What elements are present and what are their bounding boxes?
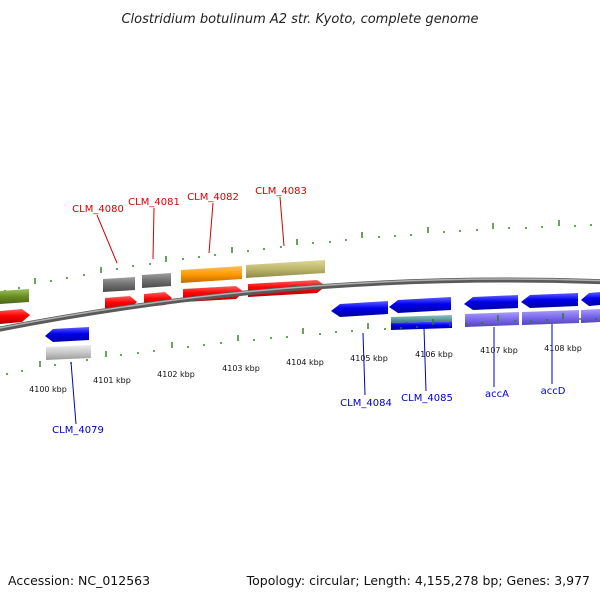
gene-clm-4085-box-top[interactable] xyxy=(391,315,452,323)
tick-label-4101: 4101 kbp xyxy=(93,376,131,385)
gene-clm-4082-box[interactable] xyxy=(181,266,242,283)
accession-text: Accession: NC_012563 xyxy=(8,573,150,588)
top-gene-labels: CLM_4080 CLM_4081 CLM_4082 CLM_4083 xyxy=(72,186,307,215)
gene-red-partial[interactable] xyxy=(0,309,30,324)
bottom-gene-labels: CLM_4079 CLM_4084 CLM_4085 accA accD xyxy=(52,386,566,436)
gene-clm-4081-box[interactable] xyxy=(142,273,171,288)
tick-label-4107: 4107 kbp xyxy=(480,346,518,355)
tick-label-4103: 4103 kbp xyxy=(222,364,260,373)
inner-tick-ring xyxy=(6,313,597,375)
gene-label-acca[interactable]: accA xyxy=(485,389,509,400)
gene-label-clm-4084[interactable]: CLM_4084 xyxy=(340,398,392,409)
tick-label-4105: 4105 kbp xyxy=(350,354,388,363)
gene-clm-4079-arrow[interactable] xyxy=(45,327,89,342)
gene-label-clm-4079[interactable]: CLM_4079 xyxy=(52,425,104,436)
gene-accd-box[interactable] xyxy=(522,310,579,325)
tick-label-4100: 4100 kbp xyxy=(29,385,67,394)
tick-labels: 4100 kbp 4101 kbp 4102 kbp 4103 kbp 4104… xyxy=(29,344,582,394)
gene-clm-4080-box[interactable] xyxy=(103,277,135,292)
gene-label-clm-4083[interactable]: CLM_4083 xyxy=(255,186,307,197)
gene-acca-arrow[interactable] xyxy=(464,295,518,310)
gene-label-accd[interactable]: accD xyxy=(541,386,566,397)
gene-label-clm-4085[interactable]: CLM_4085 xyxy=(401,393,453,404)
gene-label-clm-4081[interactable]: CLM_4081 xyxy=(128,197,180,208)
tick-label-4104: 4104 kbp xyxy=(286,358,324,367)
reverse-strand-features xyxy=(45,292,600,360)
gene-label-clm-4082[interactable]: CLM_4082 xyxy=(187,192,239,203)
gene-clm-4085-arrow[interactable] xyxy=(389,297,451,313)
tick-label-4102: 4102 kbp xyxy=(157,370,195,379)
gene-right-partial-arrow[interactable] xyxy=(581,292,600,306)
tick-label-4106: 4106 kbp xyxy=(415,350,453,359)
genome-backbone-highlight xyxy=(0,278,600,329)
top-label-leaders xyxy=(96,196,285,264)
tick-label-4108: 4108 kbp xyxy=(544,344,582,353)
gene-clm-4083-box[interactable] xyxy=(246,260,325,278)
map-title: Clostridium botulinum A2 str. Kyoto, com… xyxy=(121,12,478,27)
gene-clm-4085-box-bottom[interactable] xyxy=(391,321,452,330)
bottom-label-leaders xyxy=(70,324,553,425)
gene-clm-4079-box[interactable] xyxy=(46,345,91,360)
gene-clm-4084-arrow[interactable] xyxy=(331,301,388,317)
outer-tick-ring xyxy=(4,220,592,292)
gene-label-clm-4080[interactable]: CLM_4080 xyxy=(72,204,124,215)
genome-summary-text: Topology: circular; Length: 4,155,278 bp… xyxy=(246,573,590,588)
gene-right-partial-box[interactable] xyxy=(581,309,600,323)
gene-olive-partial[interactable] xyxy=(0,289,29,304)
gene-acca-box[interactable] xyxy=(465,312,519,327)
genome-backbone xyxy=(0,277,600,332)
gene-accd-arrow[interactable] xyxy=(521,293,578,308)
